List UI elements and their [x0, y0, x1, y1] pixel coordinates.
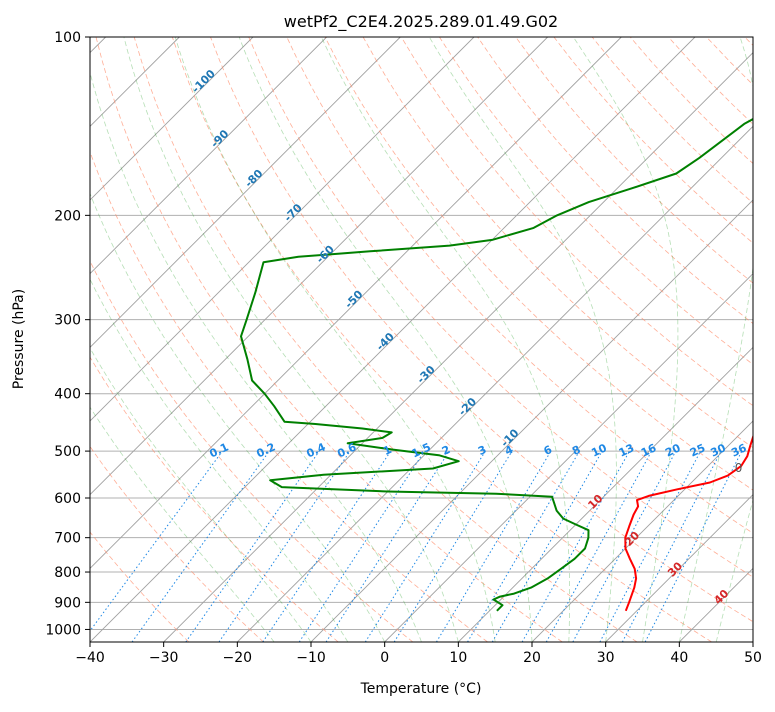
x-axis-title: Temperature (°C)	[360, 681, 482, 697]
y-tick-label: 700	[54, 531, 81, 547]
x-tick-label: 0	[380, 650, 389, 666]
lcl-marker: 0	[735, 461, 743, 475]
y-tick-label: 200	[54, 208, 81, 224]
x-tick-label: 20	[523, 650, 541, 666]
y-tick-label: 500	[54, 444, 81, 460]
x-tick-label: −20	[223, 650, 253, 666]
y-tick-label: 300	[54, 313, 81, 329]
y-tick-label: 900	[54, 595, 81, 611]
x-tick-label: 30	[597, 650, 615, 666]
y-tick-label: 800	[54, 565, 81, 581]
x-tick-label: −10	[296, 650, 326, 666]
x-tick-label: 40	[670, 650, 688, 666]
y-tick-label: 1000	[45, 622, 81, 638]
x-tick-label: −30	[149, 650, 179, 666]
y-tick-label: 600	[54, 491, 81, 507]
x-tick-label: −40	[75, 650, 105, 666]
y-tick-label: 400	[54, 387, 81, 403]
chart-title: wetPf2_C2E4.2025.289.01.49.G02	[284, 12, 558, 32]
y-tick-label: 100	[54, 30, 81, 46]
x-tick-label: 10	[449, 650, 467, 666]
x-tick-label: 50	[744, 650, 762, 666]
y-axis-title: Pressure (hPa)	[11, 289, 27, 389]
